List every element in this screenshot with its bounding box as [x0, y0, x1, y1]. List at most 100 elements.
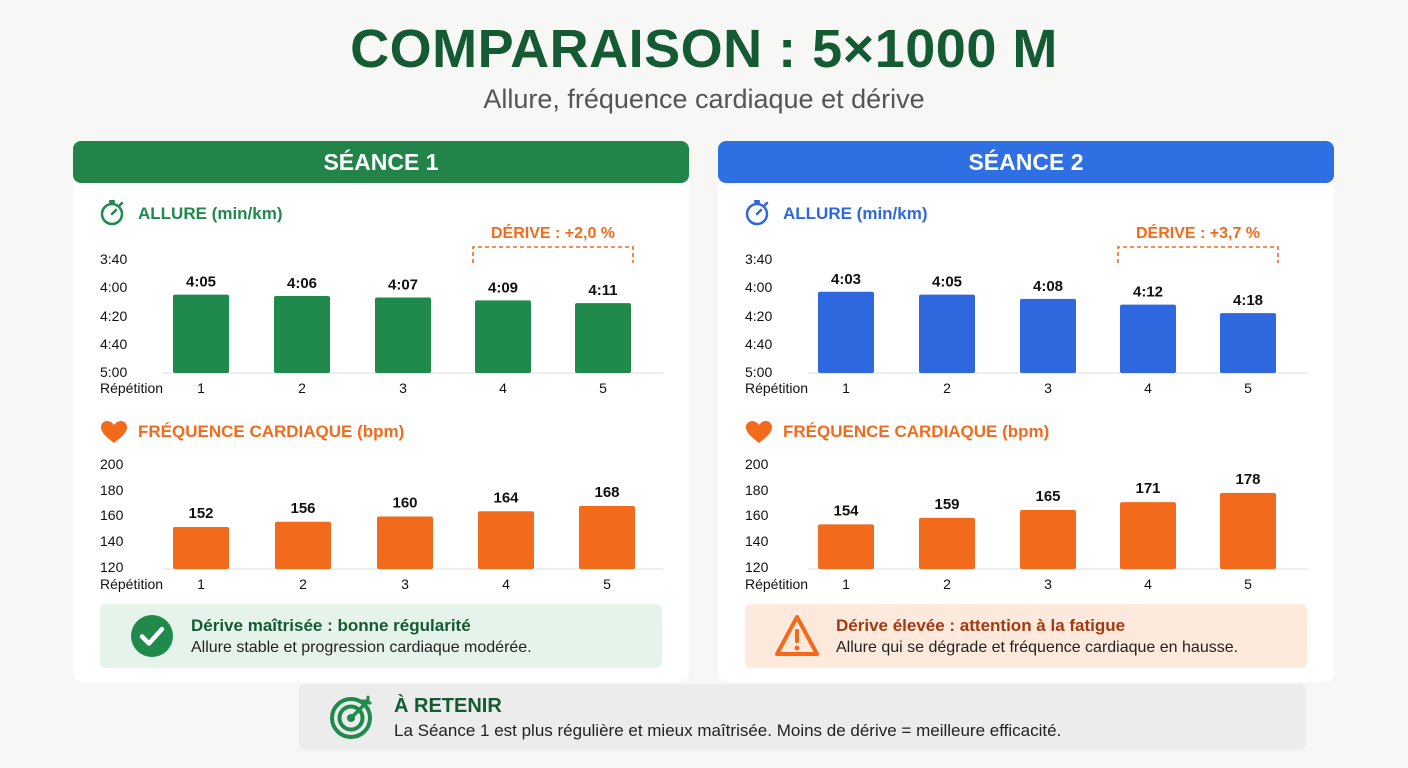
pace-bar-label: 4:05 — [932, 274, 962, 291]
page-title: COMPARAISON : 5×1000 M — [350, 19, 1058, 79]
hr-x-tick: 4 — [1144, 576, 1152, 592]
pace-bar-label: 4:05 — [186, 274, 216, 291]
hr-x-tick: 5 — [603, 576, 611, 592]
pace-bar-label: 4:08 — [1033, 278, 1063, 295]
session-2-charts: ALLURE (min/km) 3:40 4:00 4:20 4:40 5:00 4:03 1… — [745, 200, 1308, 592]
hr-y-tick: 200 — [100, 456, 124, 472]
hr-x-axis-label: Répétition — [745, 576, 808, 592]
pace-bar — [575, 303, 631, 373]
hr-bar — [377, 516, 433, 569]
pace-bar-label: 4:18 — [1233, 292, 1263, 309]
hr-bar — [1220, 492, 1276, 569]
hr-bar — [818, 524, 874, 569]
pace-x-tick: 4 — [499, 380, 507, 396]
hr-x-tick: 3 — [1044, 576, 1052, 592]
hr-y-tick: 120 — [745, 559, 769, 575]
pace-x-tick: 5 — [599, 380, 607, 396]
hr-bar — [275, 521, 331, 569]
hr-bar-label: 159 — [934, 496, 959, 513]
pace-x-tick: 3 — [399, 380, 407, 396]
pace-bar-label: 4:12 — [1133, 284, 1163, 301]
session-1-card: SÉANCE 1 ALLURE (min/km) 3:40 4:00 4:20 4:40… — [73, 141, 689, 682]
pace-bar — [1220, 313, 1276, 373]
session-2-status: Dérive élevée : attention à la fatigue A… — [745, 604, 1307, 668]
hr-y-tick: 180 — [100, 482, 124, 498]
pace-y-tick: 4:40 — [100, 336, 127, 352]
pace-bar-label: 4:03 — [831, 271, 861, 288]
drift-bracket — [1117, 246, 1279, 263]
pace-y-tick: 5:00 — [100, 364, 127, 380]
session-1-header: SÉANCE 1 — [73, 141, 689, 183]
hr-bar — [478, 511, 534, 569]
session-1-status-text: Allure stable et progression cardiaque m… — [191, 639, 532, 656]
drift-label: DÉRIVE : +2,0 % — [491, 223, 615, 242]
pace-y-tick: 4:20 — [100, 308, 127, 324]
pace-bar-label: 4:07 — [388, 276, 418, 293]
pace-y-tick: 3:40 — [100, 251, 127, 267]
hr-x-tick: 5 — [1244, 576, 1252, 592]
hr-x-tick: 4 — [502, 576, 510, 592]
check-circle-icon — [131, 615, 173, 657]
pace-y-tick: 3:40 — [745, 251, 772, 267]
hr-x-tick: 1 — [842, 576, 850, 592]
pace-bar — [818, 291, 874, 373]
hr-y-tick: 120 — [100, 559, 124, 575]
hr-bar-label: 160 — [392, 495, 417, 512]
hr-bar — [173, 527, 229, 569]
pace-x-tick: 4 — [1144, 380, 1152, 396]
page-subtitle: Allure, fréquence cardiaque et dérive — [483, 84, 925, 114]
pace-x-tick: 1 — [842, 380, 850, 396]
takeaway-title: À RETENIR — [394, 695, 502, 717]
hr-y-tick: 160 — [745, 507, 769, 523]
pace-x-axis-label: Répétition — [100, 380, 163, 396]
pace-bar — [173, 294, 229, 373]
pace-x-tick: 1 — [197, 380, 205, 396]
pace-bar-label: 4:09 — [488, 279, 518, 296]
stopwatch-icon — [745, 200, 769, 226]
pace-bar — [375, 297, 431, 373]
session-1-charts: ALLURE (min/km) 3:40 4:00 4:20 4:40 5:00 4:05 1… — [100, 200, 663, 592]
pace-x-tick: 2 — [943, 380, 951, 396]
pace-x-axis-label: Répétition — [745, 380, 808, 396]
hr-y-tick: 180 — [745, 482, 769, 498]
pace-y-tick: 4:40 — [745, 336, 772, 352]
hr-bar — [579, 506, 635, 569]
pace-x-tick: 2 — [298, 380, 306, 396]
hr-section-title: FRÉQUENCE CARDIAQUE (bpm) — [138, 422, 404, 441]
pace-bar — [919, 294, 975, 373]
stopwatch-icon — [100, 200, 124, 226]
pace-y-tick: 4:00 — [100, 279, 127, 295]
hr-y-tick: 140 — [100, 533, 124, 549]
session-1-status-title: Dérive maîtrisée : bonne régularité — [191, 616, 471, 635]
drift-bracket — [472, 246, 634, 263]
pace-section-title: ALLURE (min/km) — [783, 204, 928, 223]
hr-y-tick: 140 — [745, 533, 769, 549]
hr-bar — [1120, 502, 1176, 569]
pace-y-tick: 4:20 — [745, 308, 772, 324]
pace-y-tick: 5:00 — [745, 364, 772, 380]
hr-x-tick: 3 — [401, 576, 409, 592]
pace-bar-label: 4:11 — [588, 282, 617, 299]
hr-bar — [1020, 509, 1076, 569]
pace-bar — [475, 300, 531, 373]
hr-bar-label: 152 — [188, 505, 213, 522]
hr-section-title: FRÉQUENCE CARDIAQUE (bpm) — [783, 422, 1049, 441]
session-2-card: SÉANCE 2 ALLURE (min/km) 3:40 4:00 4:20 4:40… — [718, 141, 1334, 682]
hr-x-tick: 2 — [943, 576, 951, 592]
target-icon — [330, 695, 372, 739]
takeaway-box: À RETENIR La Séance 1 est plus régulière… — [299, 684, 1306, 750]
pace-bar — [1020, 298, 1076, 373]
heart-icon — [746, 421, 772, 443]
hr-x-tick: 2 — [299, 576, 307, 592]
hr-bar-label: 165 — [1035, 488, 1060, 505]
drift-label: DÉRIVE : +3,7 % — [1136, 223, 1260, 242]
hr-bar-label: 168 — [594, 484, 619, 501]
hr-bar-label: 178 — [1235, 471, 1260, 488]
session-2-status-text: Allure qui se dégrade et fréquence cardi… — [836, 639, 1239, 656]
hr-y-tick: 200 — [745, 456, 769, 472]
pace-y-tick: 4:00 — [745, 279, 772, 295]
session-2-status-title: Dérive élevée : attention à la fatigue — [836, 616, 1126, 635]
hr-y-tick: 160 — [100, 507, 124, 523]
hr-bar-label: 156 — [290, 500, 315, 517]
hr-bar-label: 171 — [1135, 480, 1160, 497]
